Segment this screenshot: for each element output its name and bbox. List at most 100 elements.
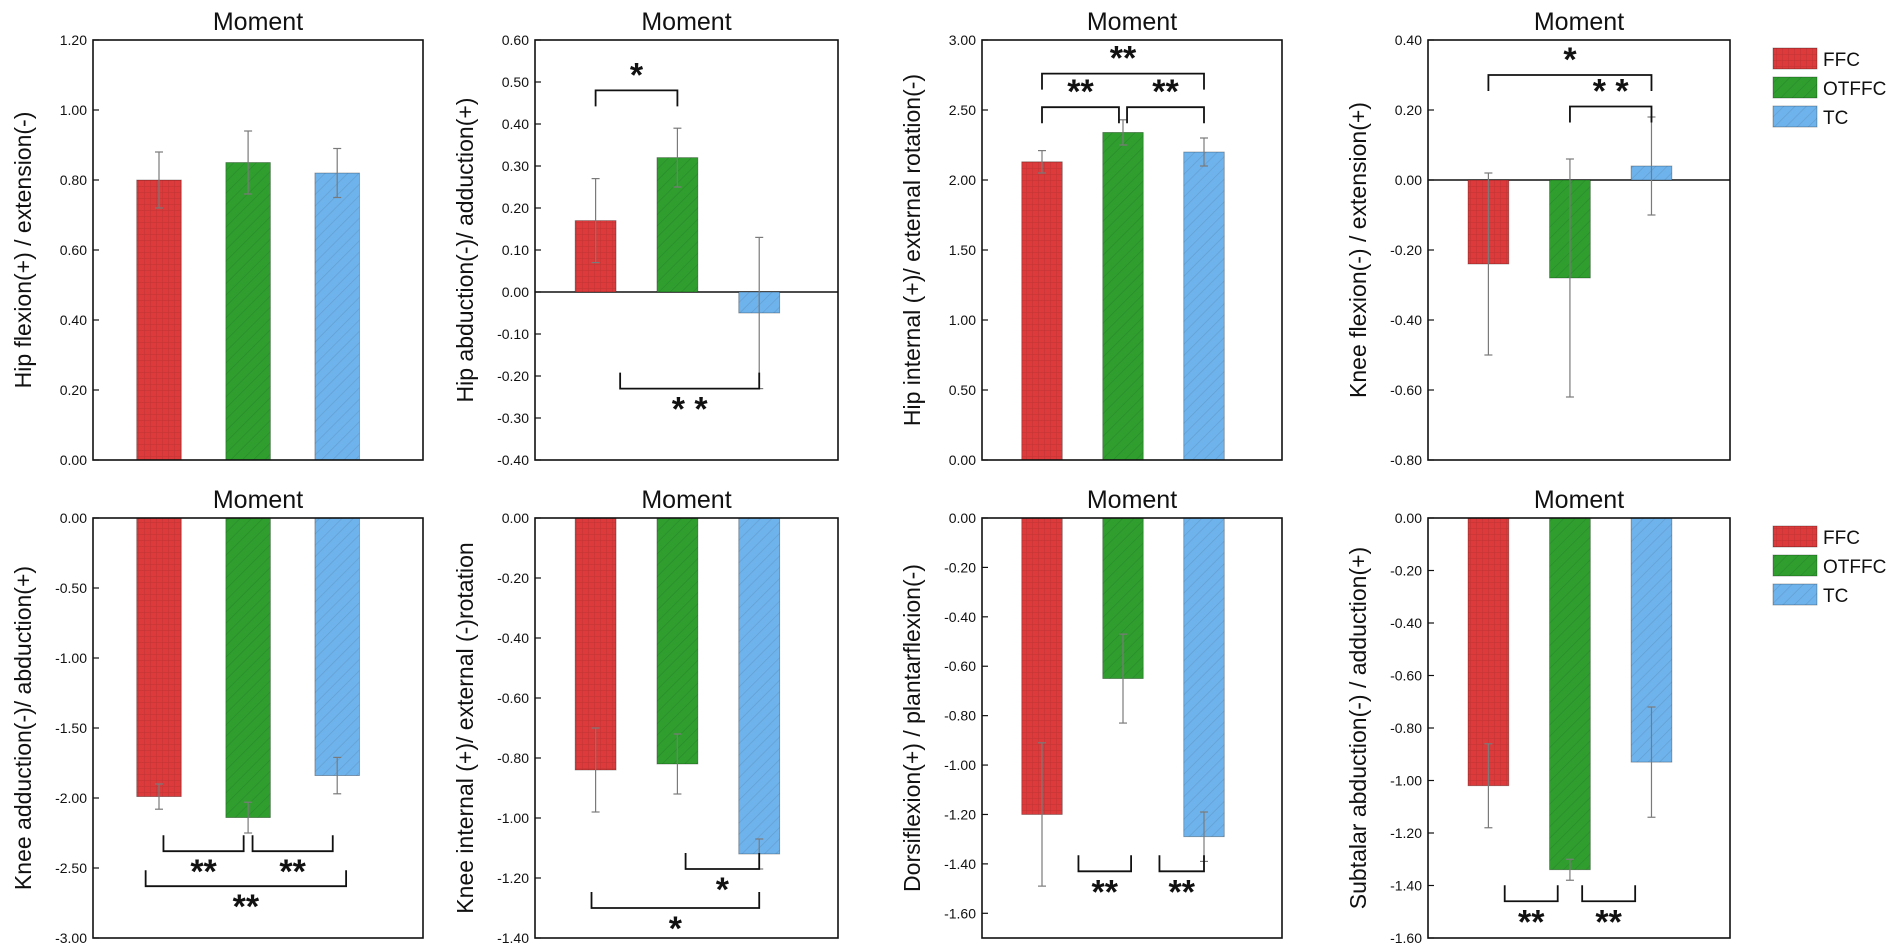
y-axis-label: Hip flexion(+) / extension(-) bbox=[10, 112, 36, 389]
significance-bracket bbox=[619, 372, 761, 390]
significance-marker: * bbox=[669, 910, 683, 948]
chart-title: Moment bbox=[641, 486, 731, 514]
y-tick-label: 0.00 bbox=[502, 284, 529, 300]
y-tick-label: 1.00 bbox=[949, 312, 976, 328]
significance-marker: ** bbox=[1152, 73, 1179, 111]
legend-swatch-texture bbox=[1773, 106, 1817, 127]
chart-title: Moment bbox=[213, 486, 303, 514]
plot-frame bbox=[92, 39, 424, 461]
y-tick-label: 0.40 bbox=[60, 312, 87, 328]
y-tick-label: 0.00 bbox=[949, 452, 976, 468]
significance-bracket bbox=[1041, 72, 1205, 90]
y-axis-label: Knee flexion(-) / extension(+) bbox=[1345, 102, 1371, 398]
y-tick-label: 0.00 bbox=[949, 510, 976, 526]
plot-frame bbox=[1427, 517, 1731, 939]
y-tick-label: -0.60 bbox=[1390, 382, 1422, 398]
legend: FFC OTFFC TC bbox=[1772, 47, 1886, 129]
chart-title: Moment bbox=[213, 8, 303, 36]
significance-bracket bbox=[162, 835, 245, 853]
significance-bracket bbox=[684, 853, 761, 870]
chart-panel-2: Moment Hip abduction(-)/ adduction(+) -0.4… bbox=[452, 8, 839, 468]
significance-marker: ** bbox=[1110, 40, 1137, 78]
y-axis-label: Subtalar abduction(-) / adduction(+) bbox=[1345, 547, 1371, 909]
bar-texture bbox=[1183, 518, 1225, 837]
chart-panel-1: Moment Hip flexion(+) / extension(-) 0.00 0… bbox=[10, 8, 424, 468]
chart-panel-7: Moment Dorsiflexion(+) / plantarflexion(-… bbox=[899, 486, 1283, 939]
y-tick-label: 0.00 bbox=[60, 510, 87, 526]
y-tick-label: 0.30 bbox=[502, 158, 529, 174]
legend-swatch-texture bbox=[1773, 555, 1817, 576]
significance-bracket bbox=[1487, 74, 1653, 91]
y-tick-label: 0.20 bbox=[1395, 102, 1422, 118]
chart-title: Moment bbox=[1087, 486, 1177, 514]
significance-bracket bbox=[1503, 885, 1559, 903]
significance-marker: ** bbox=[1168, 873, 1195, 911]
y-tick-label: -0.40 bbox=[944, 609, 976, 625]
y-tick-label: -0.80 bbox=[1390, 720, 1422, 736]
legend-swatch-texture bbox=[1773, 584, 1817, 605]
bar-texture bbox=[1468, 518, 1509, 786]
y-tick-label: -1.20 bbox=[1390, 825, 1422, 841]
y-axis-label: Hip abduction(-)/ adduction(+) bbox=[452, 98, 478, 403]
chart-title: Moment bbox=[1534, 8, 1624, 36]
y-tick-label: -0.20 bbox=[497, 368, 529, 384]
significance-bracket bbox=[251, 835, 334, 853]
y-tick-label: -1.00 bbox=[55, 650, 87, 666]
plot-frame bbox=[981, 39, 1283, 461]
chart-panel-8: Moment Subtalar abduction(-) / adduction(… bbox=[1345, 486, 1731, 946]
significance-bracket bbox=[1581, 885, 1637, 903]
significance-marker: ** bbox=[1595, 903, 1622, 941]
bar-texture bbox=[1183, 152, 1225, 460]
bar-texture bbox=[314, 173, 360, 460]
y-tick-label: 0.00 bbox=[60, 452, 87, 468]
chart-title: Moment bbox=[641, 8, 731, 36]
significance-bracket bbox=[1569, 105, 1653, 123]
significance-bracket bbox=[1077, 855, 1132, 873]
legend-label-ffc: FFC bbox=[1823, 50, 1860, 71]
significance-marker: * bbox=[716, 871, 730, 909]
significance-marker: ** bbox=[1518, 903, 1545, 941]
significance-marker: * * bbox=[1593, 73, 1630, 111]
y-tick-label: 0.40 bbox=[1395, 32, 1422, 48]
significance-marker: ** bbox=[279, 853, 306, 891]
bar-texture bbox=[136, 180, 182, 460]
y-tick-label: 2.50 bbox=[949, 102, 976, 118]
significance-marker: * * bbox=[672, 391, 709, 429]
significance-bracket bbox=[1041, 106, 1120, 124]
y-tick-label: 0.20 bbox=[502, 200, 529, 216]
y-tick-label: -1.60 bbox=[944, 905, 976, 921]
y-tick-label: -1.60 bbox=[1390, 930, 1422, 946]
y-tick-label: -0.20 bbox=[944, 559, 976, 575]
bar-texture bbox=[738, 518, 780, 854]
y-tick-label: -0.40 bbox=[1390, 615, 1422, 631]
y-axis-label: Knee adduction(-)/ abduction(+) bbox=[10, 566, 36, 890]
y-tick-label: -1.00 bbox=[1390, 773, 1422, 789]
y-tick-label: 0.60 bbox=[502, 32, 529, 48]
y-tick-label: 2.00 bbox=[949, 172, 976, 188]
y-axis-label: Hip internal (+)/ external rotation(-) bbox=[899, 74, 925, 426]
y-tick-label: -3.00 bbox=[55, 930, 87, 946]
y-tick-label: 0.50 bbox=[949, 382, 976, 398]
chart-panel-3: Moment Hip internal (+)/ external rotatio… bbox=[899, 8, 1283, 468]
bar-texture bbox=[225, 518, 271, 818]
y-tick-label: -0.60 bbox=[1390, 668, 1422, 684]
plot-frame bbox=[534, 39, 839, 461]
chart-panel-4: Moment Knee flexion(-) / extension(+) -0.8… bbox=[1345, 8, 1731, 468]
y-tick-label: 0.20 bbox=[60, 382, 87, 398]
y-tick-label: -0.40 bbox=[497, 452, 529, 468]
y-tick-label: 1.20 bbox=[60, 32, 87, 48]
y-tick-label: -0.80 bbox=[944, 708, 976, 724]
y-tick-label: 0.80 bbox=[60, 172, 87, 188]
significance-marker: * bbox=[630, 56, 644, 94]
y-tick-label: -1.20 bbox=[497, 870, 529, 886]
significance-bracket bbox=[1126, 106, 1205, 124]
legend-swatch-texture bbox=[1773, 77, 1817, 98]
y-tick-label: -0.20 bbox=[497, 570, 529, 586]
legend-label-otffc: OTFFC bbox=[1823, 557, 1886, 578]
bar-texture bbox=[1021, 161, 1063, 461]
y-tick-label: -0.80 bbox=[497, 750, 529, 766]
y-tick-label: -1.00 bbox=[497, 810, 529, 826]
legend-swatch-texture bbox=[1773, 48, 1817, 69]
y-tick-label: -0.10 bbox=[497, 326, 529, 342]
